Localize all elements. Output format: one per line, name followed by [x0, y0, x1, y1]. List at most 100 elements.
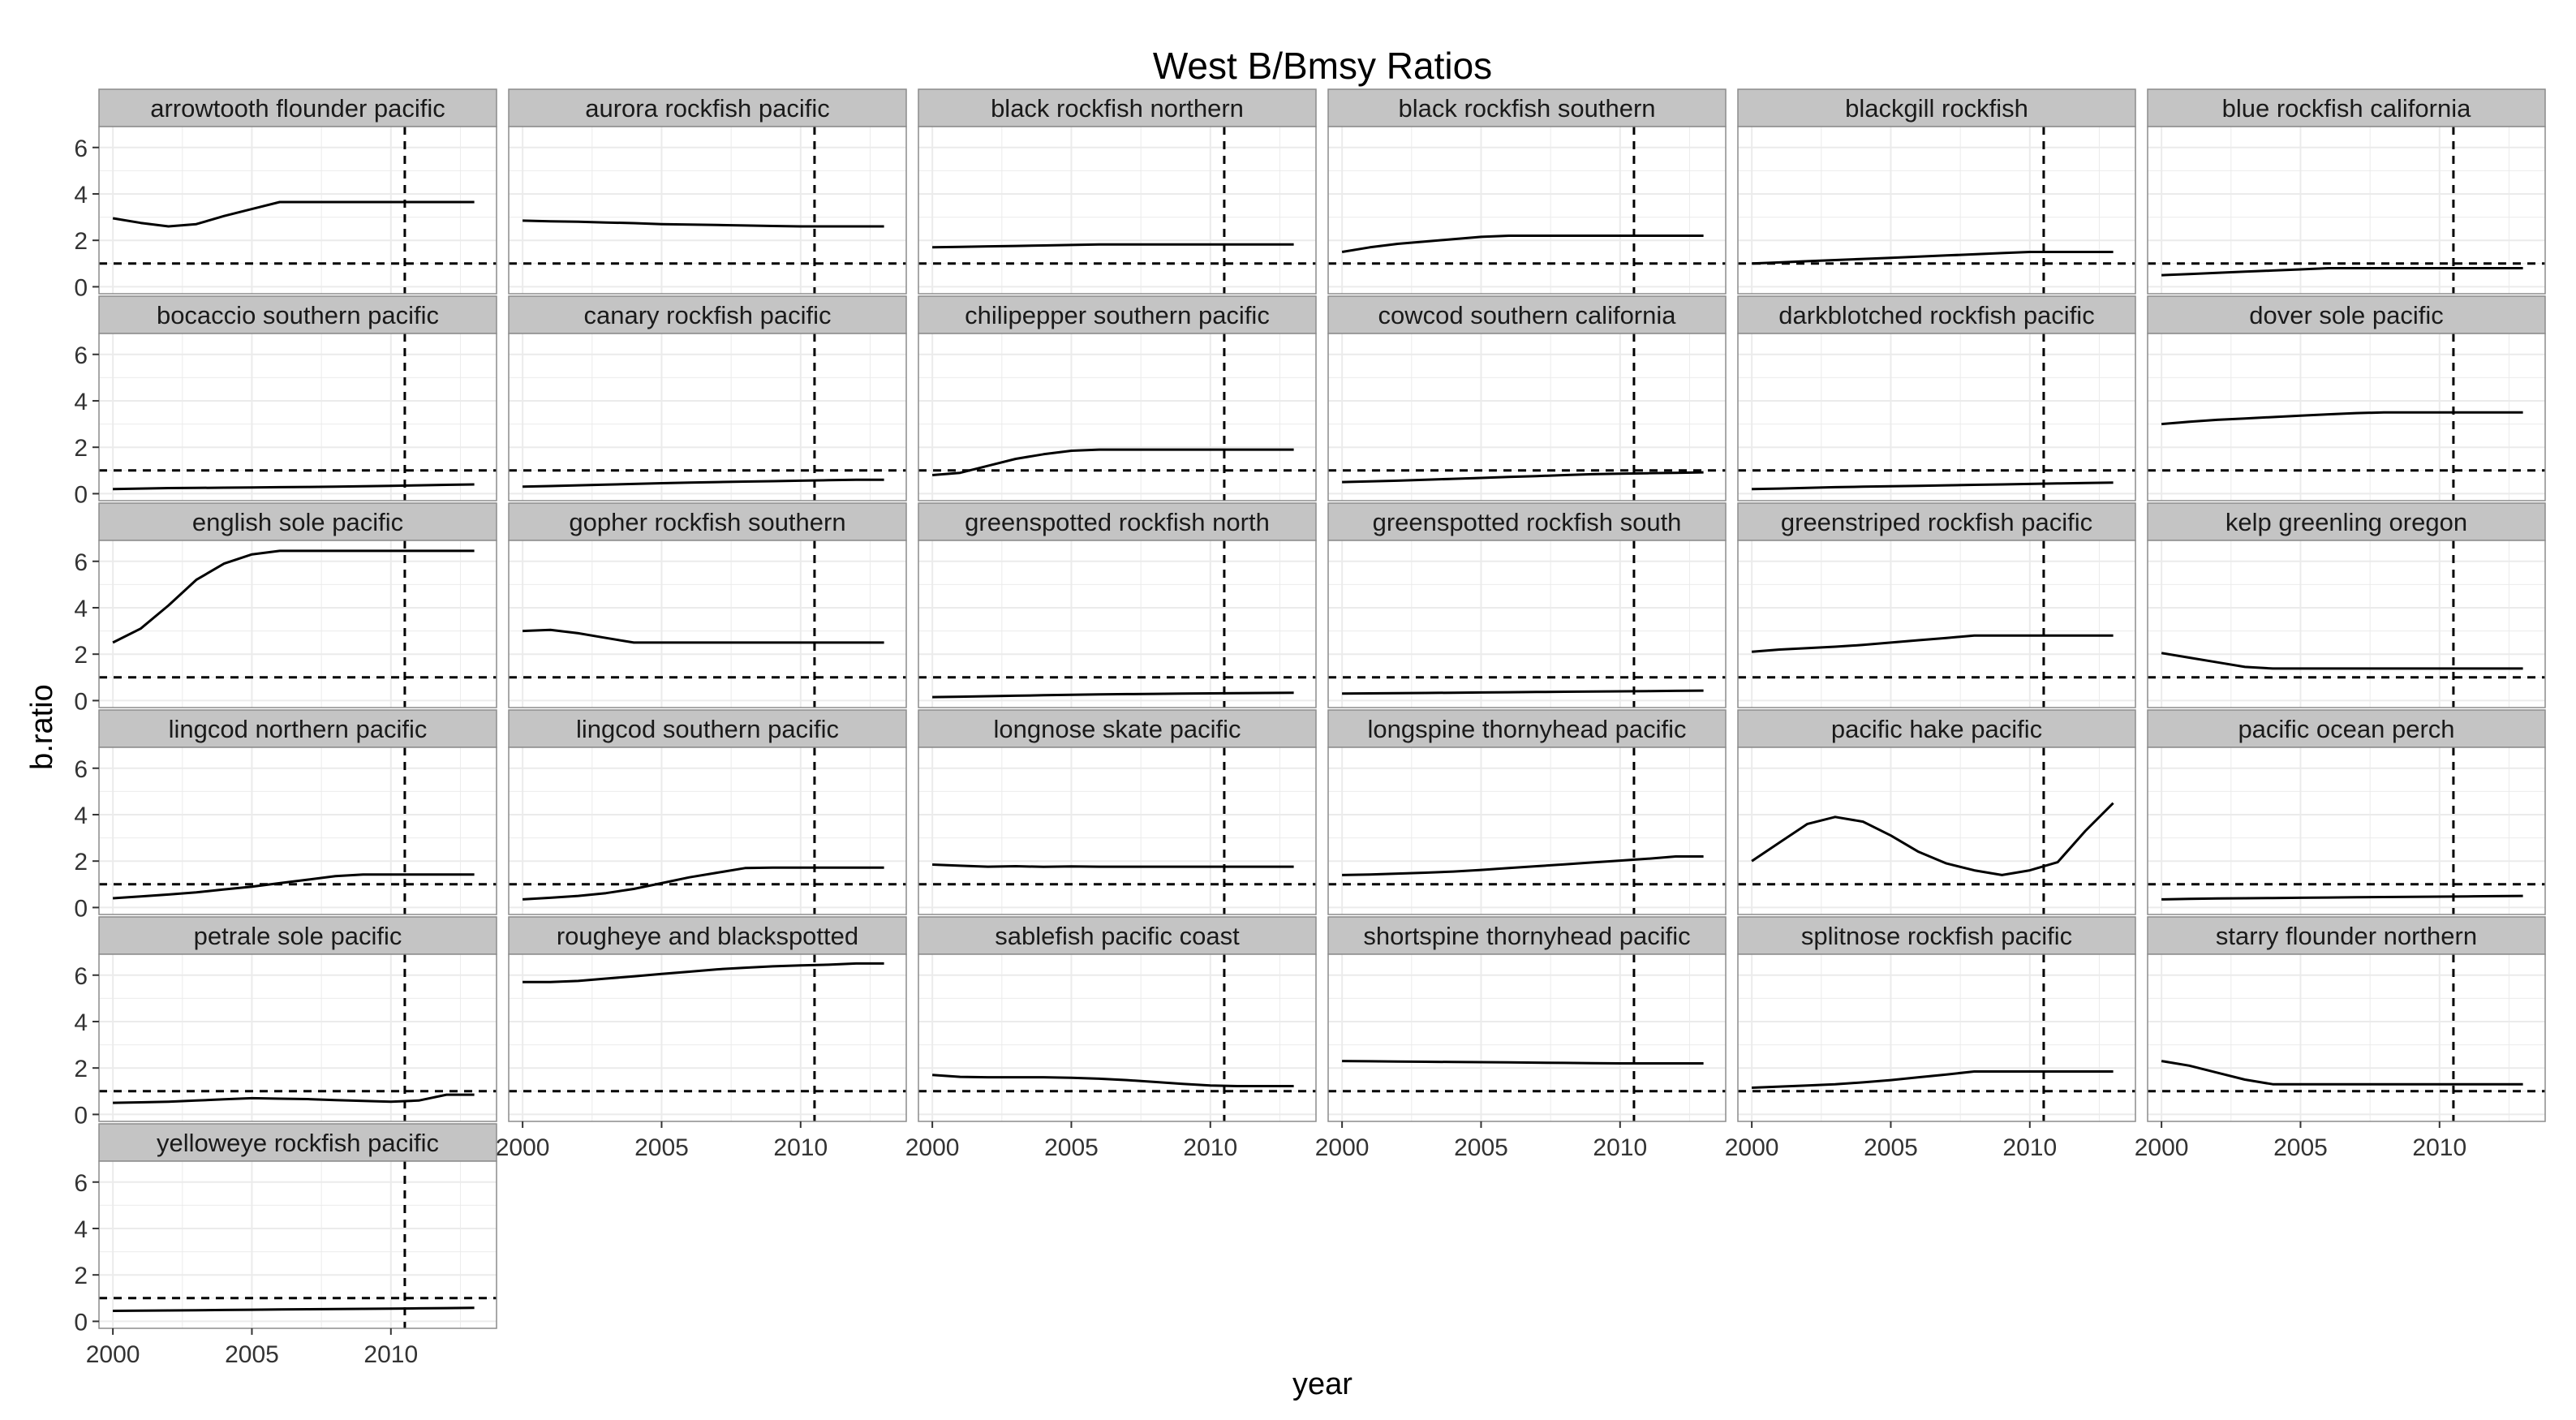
facet-strip	[1737, 295, 2136, 334]
panel-border	[1737, 747, 2136, 915]
series-line	[1341, 235, 1704, 253]
x-tick-label: 2000	[905, 1134, 960, 1161]
plot-panel	[509, 333, 906, 501]
y-tick-label: 6	[74, 756, 88, 783]
facet-label: kelp greenling oregon	[2226, 508, 2467, 536]
facet-panel: dover sole pacific	[2147, 295, 2546, 501]
x-tick-label: 2010	[363, 1341, 418, 1368]
y-tick-label: 6	[74, 549, 88, 576]
plot-panel	[1328, 127, 1726, 294]
plot-panel	[99, 333, 497, 501]
plot-panel	[918, 954, 1316, 1121]
facet-strip	[2147, 295, 2546, 334]
panel-border	[98, 333, 497, 501]
facet-strip	[1327, 295, 1727, 334]
facet-panel: kelp greenling oregon	[2147, 502, 2546, 708]
facet-strip	[508, 709, 907, 748]
facet-strip	[2147, 502, 2546, 541]
facet-strip	[98, 709, 497, 748]
y-tick-label: 2	[74, 642, 88, 669]
series-line	[1752, 1070, 2114, 1089]
facet-panel: pacific ocean perch	[2147, 709, 2546, 915]
facet-panel: petrale sole pacific 0 2 4 6	[74, 916, 497, 1129]
x-tick-label: 2005	[1864, 1134, 1918, 1161]
series-line	[1342, 471, 1704, 484]
panel-border	[98, 540, 497, 708]
plot-panel	[509, 747, 906, 914]
series-line	[523, 219, 884, 228]
y-tick-label: 4	[74, 803, 88, 829]
series-line	[1342, 1060, 1704, 1065]
facet-panel: arrowtooth flounder pacific 0 2 4 6	[74, 88, 497, 301]
series-line	[112, 549, 475, 644]
x-tick-label: 2005	[225, 1341, 279, 1368]
panel-border	[918, 540, 1317, 708]
facet-label: starry flounder northern	[2216, 922, 2477, 950]
facet-label: chilipepper southern pacific	[965, 301, 1270, 329]
panel-border	[508, 333, 907, 501]
panel-border	[918, 953, 1317, 1122]
plot-panel	[2148, 954, 2545, 1121]
series-line	[1751, 802, 2114, 876]
panel-border	[918, 747, 1317, 915]
x-tick-label: 2010	[1593, 1134, 1647, 1161]
plot-panel	[99, 1161, 497, 1328]
series-line	[1342, 689, 1704, 695]
y-tick-label: 0	[74, 688, 88, 715]
facet-label: rougheye and blackspotted	[557, 922, 858, 950]
x-tick-label: 2010	[1183, 1134, 1237, 1161]
panel-border	[1327, 333, 1727, 501]
series-line	[1342, 855, 1704, 876]
plot-panel	[1328, 540, 1726, 708]
y-tick-label: 0	[74, 274, 88, 301]
facet-label: greenspotted rockfish north	[965, 508, 1270, 536]
panel-border	[98, 1160, 497, 1329]
facet-label: cowcod southern california	[1378, 301, 1676, 329]
y-tick-label: 0	[74, 1309, 88, 1336]
facet-strip	[2147, 88, 2546, 127]
series-line	[2161, 652, 2523, 670]
plot-panel	[2148, 127, 2545, 294]
facet-strip	[1737, 709, 2136, 748]
plot-panel	[1738, 747, 2135, 914]
plot-panel	[1738, 127, 2135, 294]
plot-panel	[99, 954, 497, 1121]
y-tick-label: 6	[74, 342, 88, 369]
facet-label: longnose skate pacific	[993, 715, 1241, 743]
panel-border	[918, 126, 1317, 295]
facet-label: darkblotched rockfish pacific	[1778, 301, 2094, 329]
series-line	[2161, 411, 2523, 426]
y-tick-label: 4	[74, 389, 88, 415]
plot-panel	[918, 127, 1316, 294]
facet-panel: yelloweye rockfish pacific 0 2 4 6 2000 2005 20…	[74, 1123, 497, 1368]
y-tick-label: 4	[74, 1009, 88, 1036]
panel-border	[2147, 333, 2546, 501]
facet-panel: greenspotted rockfish north	[918, 502, 1317, 708]
facet-panel: greenspotted rockfish south	[1327, 502, 1727, 708]
series-line	[523, 962, 884, 983]
facet-strip	[98, 916, 497, 955]
y-tick-label: 6	[74, 136, 88, 162]
series-line	[1751, 634, 2114, 653]
facet-label: pacific hake pacific	[1831, 715, 2042, 743]
facet-label: aurora rockfish pacific	[585, 94, 830, 123]
facet-panel: rougheye and blackspotted 2000 2005 2010	[496, 916, 907, 1161]
facet-panel: canary rockfish pacific	[508, 295, 907, 501]
plot-panel	[509, 127, 906, 294]
facet-panels: arrowtooth flounder pacific 0 2 4 6 aurora ro…	[74, 88, 2546, 1368]
x-axis-title: year	[1292, 1367, 1353, 1401]
panel-border	[1737, 953, 2136, 1122]
series-line	[2161, 894, 2523, 901]
x-tick-label: 2000	[496, 1134, 550, 1161]
panel-border	[1327, 126, 1727, 295]
facet-label: yelloweye rockfish pacific	[157, 1129, 439, 1157]
panel-border	[1327, 540, 1727, 708]
facet-panel: pacific hake pacific	[1737, 709, 2136, 915]
facet-strip	[1327, 916, 1727, 955]
x-tick-label: 2000	[1315, 1134, 1370, 1161]
x-tick-label: 2005	[634, 1134, 689, 1161]
y-tick-label: 6	[74, 1170, 88, 1197]
facet-panel: shortspine thornyhead pacific 2000 2005 201…	[1315, 916, 1727, 1161]
facet-panel: bocaccio southern pacific 0 2 4 6	[74, 295, 497, 508]
series-line	[113, 1093, 475, 1104]
